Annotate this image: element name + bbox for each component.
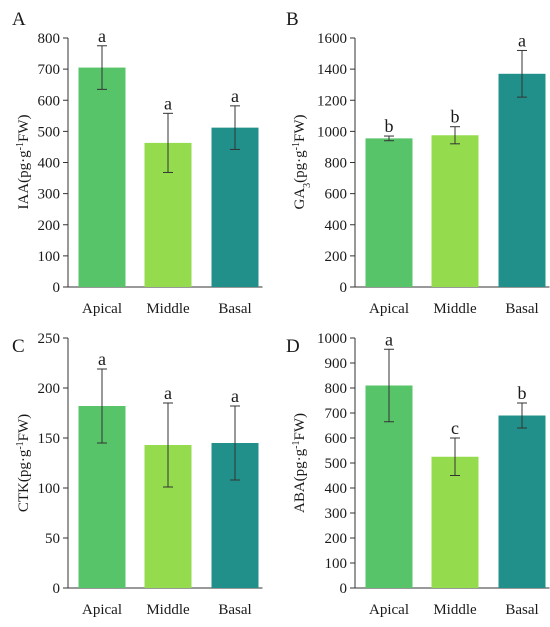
y-tick-label: 1000: [317, 331, 347, 347]
y-tick-label: 200: [38, 381, 61, 397]
y-tick-label: 300: [325, 506, 348, 522]
x-tick-label: Basal: [218, 602, 251, 618]
y-tick-label: 150: [38, 431, 61, 447]
y-tick-label: 250: [38, 331, 61, 347]
ylabel-text: FW): [16, 414, 32, 442]
panel-letter: D: [286, 336, 300, 357]
ylabel-subscript: 3: [302, 183, 313, 188]
ylabel-superscript: -1: [15, 142, 26, 150]
y-tick-label: 1200: [317, 93, 347, 109]
significance-letter: a: [164, 383, 172, 403]
y-tick-label: 400: [38, 156, 61, 172]
y-tick-label: 600: [38, 93, 61, 109]
ylabel-text: FW): [292, 114, 308, 142]
y-axis-label: CTK(pg·g-1FW): [15, 414, 33, 512]
y-tick-label: 0: [340, 280, 348, 296]
x-tick-label: Apical: [82, 301, 122, 317]
x-tick-label: Middle: [433, 602, 477, 618]
x-tick-label: Basal: [505, 602, 538, 618]
y-tick-label: 300: [38, 187, 61, 203]
significance-letter: a: [98, 26, 106, 46]
ylabel-text: IAA(pg·g: [16, 150, 32, 210]
y-tick-label: 50: [45, 531, 60, 547]
panel-c: C 0 50 100 150 200 250 CTK(pg·g-1FW) a Apical a Mid…: [12, 331, 263, 618]
x-tick-label: Middle: [146, 602, 190, 618]
significance-letter: a: [231, 86, 239, 106]
panel-b: B 0 200 400 600 800 1000 1200 1400 1600 GA3(pg·g-1…: [286, 9, 550, 317]
y-tick-label: 0: [340, 581, 348, 597]
ylabel-superscript: -1: [291, 440, 302, 448]
ylabel-text: GA: [292, 188, 308, 210]
panel-d: D 0 100 200 300 400 500 600 700 800 900 1000 ABA(pg·…: [286, 329, 550, 618]
x-tick-label: Apical: [369, 301, 409, 317]
y-axis-label: GA3(pg·g-1FW): [291, 114, 313, 209]
panel-letter: A: [12, 9, 26, 30]
significance-letter: b: [385, 116, 394, 136]
y-tick-label: 0: [53, 280, 61, 296]
ylabel-text: FW): [16, 115, 32, 143]
y-tick-label: 500: [325, 456, 348, 472]
bar-basal: [498, 73, 546, 287]
significance-letter: a: [518, 30, 526, 50]
significance-letter: a: [164, 93, 172, 113]
x-tick-label: Apical: [369, 602, 409, 618]
significance-letter: b: [451, 107, 460, 127]
y-tick-label: 400: [325, 481, 348, 497]
bar-apical: [78, 67, 126, 287]
ylabel-superscript: -1: [15, 441, 26, 449]
y-tick-label: 1400: [317, 62, 347, 78]
y-tick-label: 800: [325, 381, 348, 397]
y-tick-label: 0: [53, 581, 61, 597]
significance-letter: a: [98, 349, 106, 369]
y-tick-label: 700: [38, 62, 61, 78]
ylabel-text: (pg·g: [292, 150, 308, 183]
y-tick-label: 1600: [317, 31, 347, 47]
y-tick-label: 100: [38, 249, 61, 265]
y-axis-label: IAA(pg·g-1FW): [15, 115, 33, 210]
bar-apical: [365, 138, 413, 287]
y-tick-label: 600: [325, 187, 348, 203]
panel-letter: B: [286, 9, 299, 30]
ylabel-text: ABA(pg·g: [292, 448, 308, 513]
y-tick-label: 100: [38, 481, 61, 497]
x-tick-label: Middle: [433, 301, 477, 317]
bar-middle: [431, 456, 479, 588]
y-tick-label: 800: [38, 31, 61, 47]
bar-basal: [211, 127, 259, 287]
y-tick-label: 400: [325, 218, 348, 234]
y-axis-label: ABA(pg·g-1FW): [291, 413, 309, 513]
bar-basal: [498, 415, 546, 588]
y-tick-label: 200: [325, 249, 348, 265]
ylabel-text: CTK(pg·g: [16, 449, 32, 512]
x-tick-label: Apical: [82, 602, 122, 618]
y-tick-label: 600: [325, 431, 348, 447]
ylabel-text: FW): [292, 413, 308, 441]
y-tick-label: 100: [325, 556, 348, 572]
y-tick-label: 200: [325, 531, 348, 547]
y-tick-label: 200: [38, 218, 61, 234]
significance-letter: b: [518, 383, 527, 403]
significance-letter: a: [385, 329, 393, 349]
x-tick-label: Basal: [505, 301, 538, 317]
y-tick-label: 700: [325, 406, 348, 422]
x-tick-label: Basal: [218, 301, 251, 317]
bar-middle: [431, 135, 479, 287]
x-tick-label: Middle: [146, 301, 190, 317]
y-tick-label: 900: [325, 356, 348, 372]
significance-letter: a: [231, 386, 239, 406]
panel-a: A 0 100 200 300 400 500 600 700 800 IAA(pg·g-1FW) a…: [12, 9, 263, 317]
ylabel-superscript: -1: [291, 142, 302, 150]
panel-letter: C: [12, 336, 25, 357]
y-tick-label: 800: [325, 156, 348, 172]
y-tick-label: 1000: [317, 124, 347, 140]
significance-letter: c: [451, 418, 459, 438]
y-tick-label: 500: [38, 124, 61, 140]
